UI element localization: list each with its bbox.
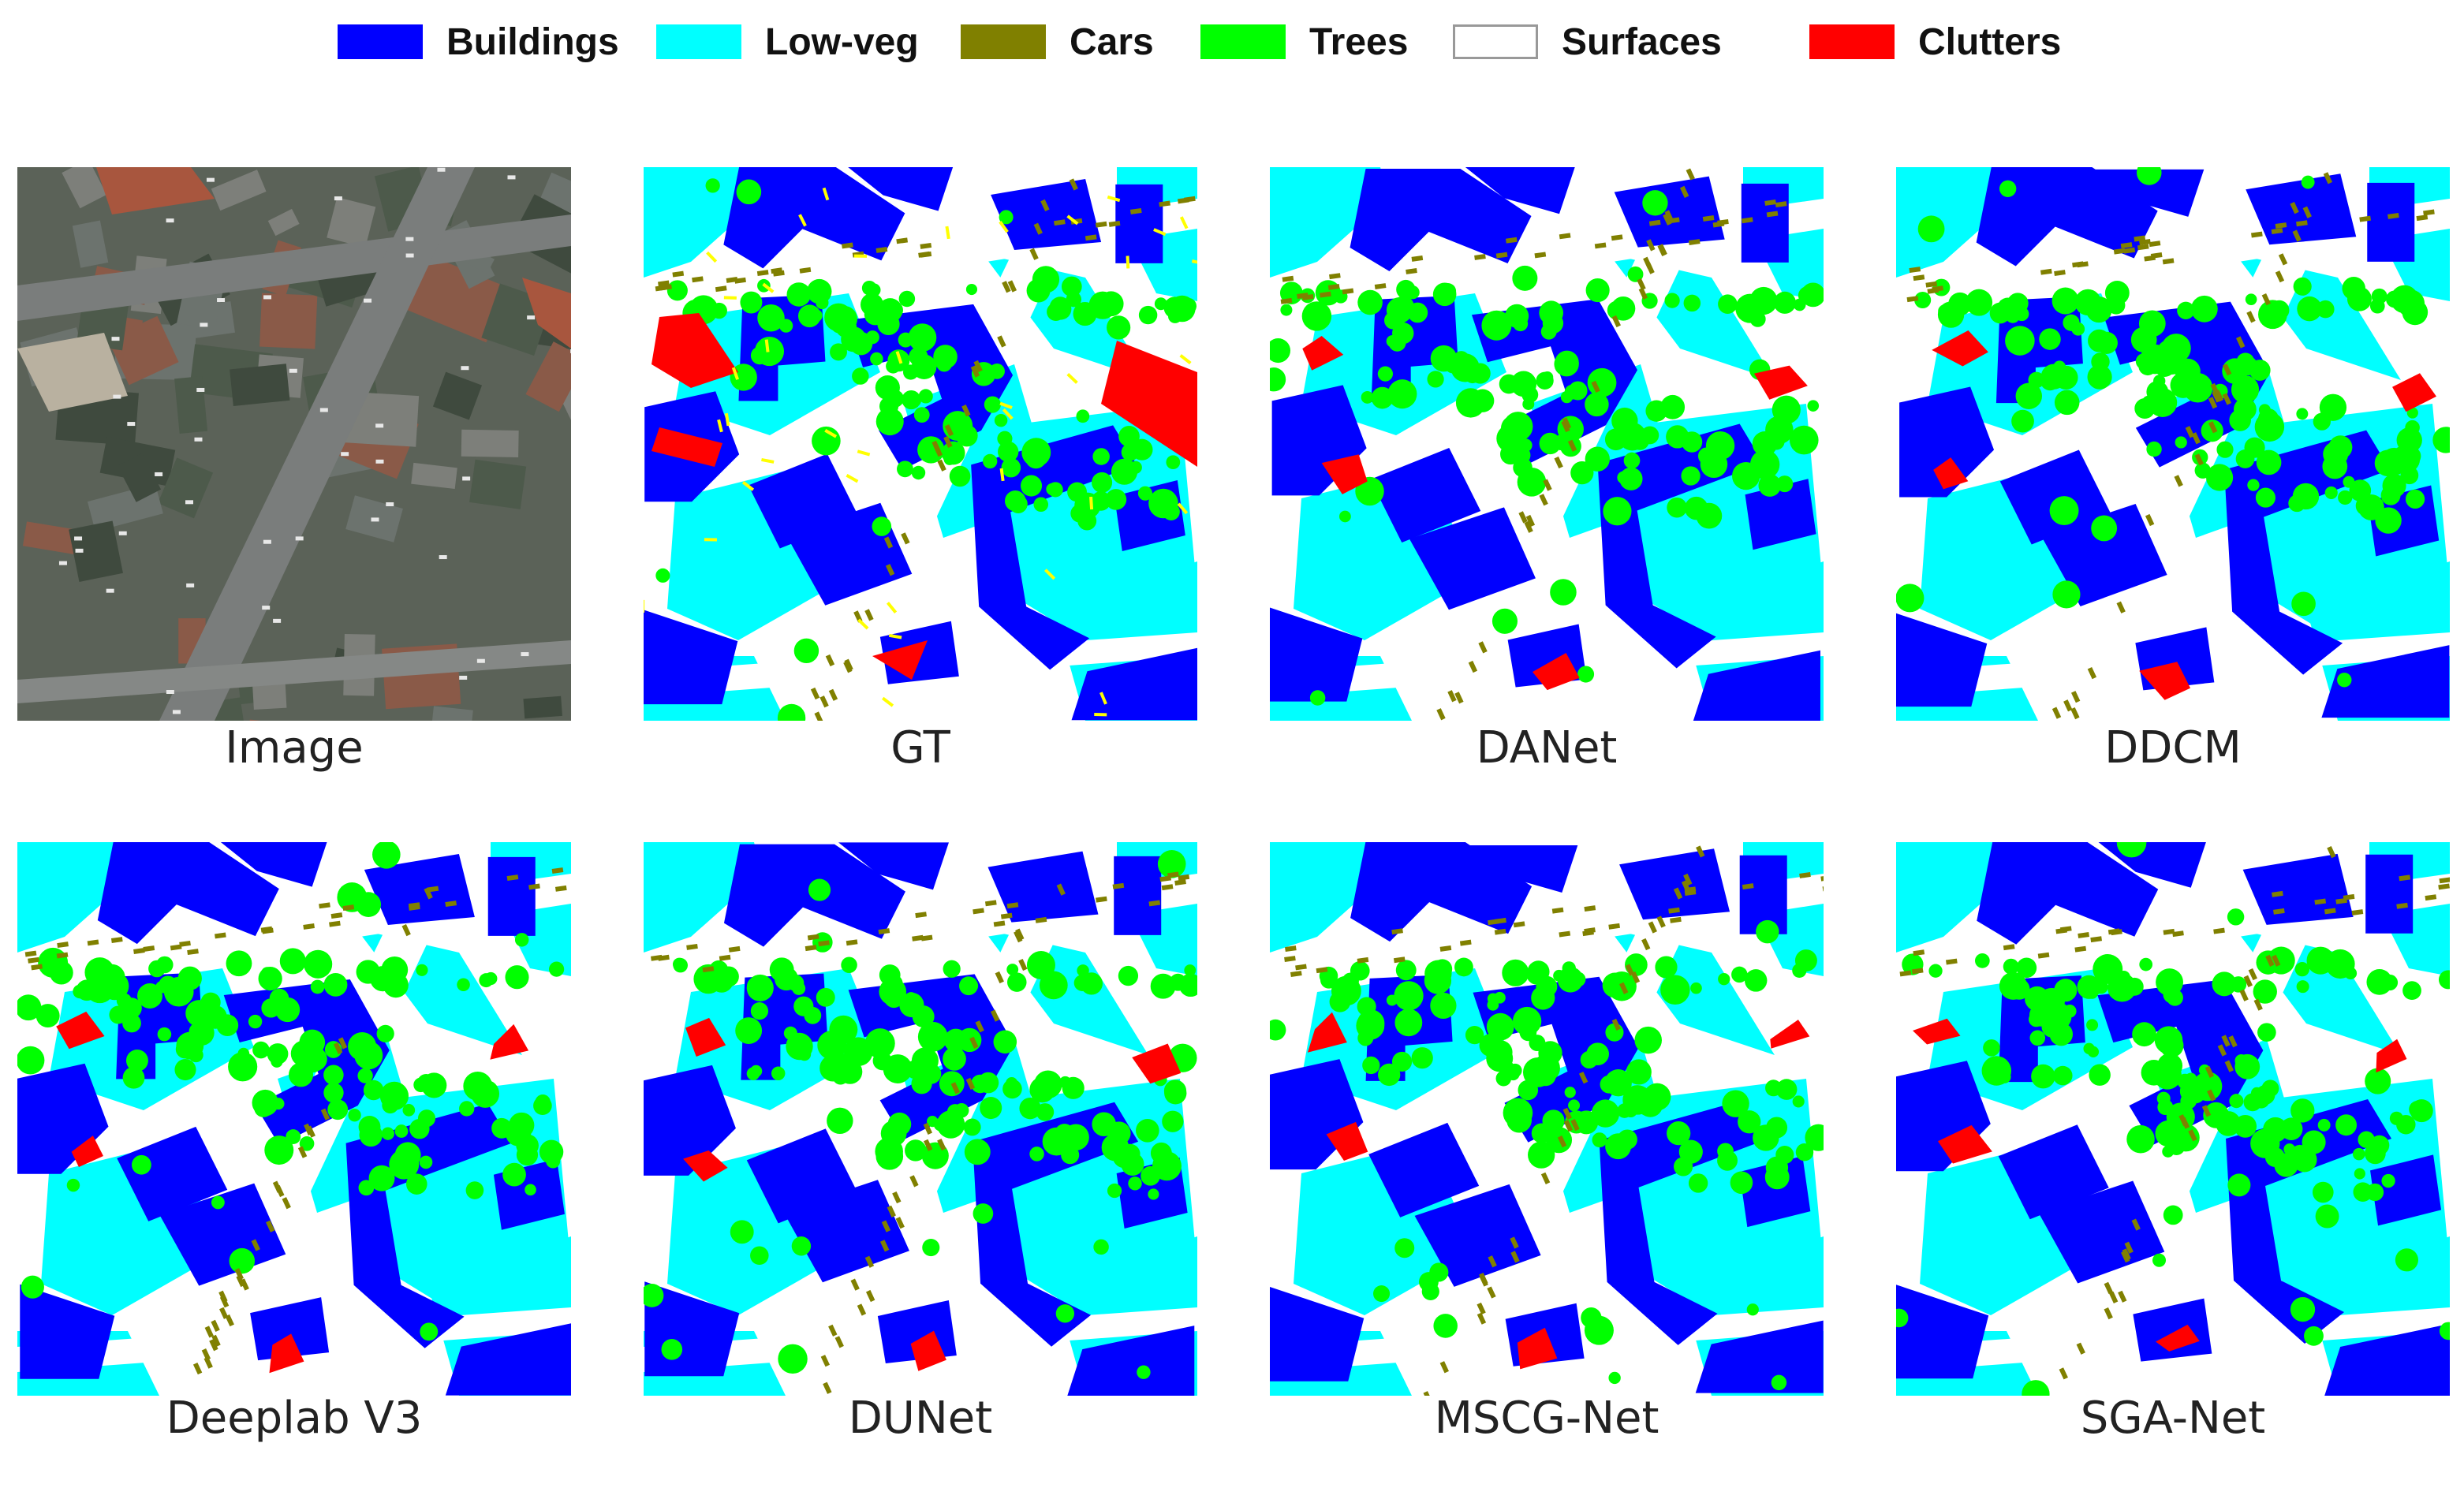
legend-label: Low-veg (765, 21, 919, 63)
segmentation-map (17, 842, 571, 1396)
panel-caption: DUNet (848, 1393, 993, 1444)
legend-item-clutters: Clutters (1809, 14, 2061, 69)
legend-swatch (656, 24, 741, 59)
segmentation-panel (17, 842, 571, 1396)
legend-label: Surfaces (1562, 21, 1722, 63)
legend-item-buildings: Buildings (338, 14, 619, 69)
legend-label: Clutters (1918, 21, 2062, 63)
legend-swatch (1809, 24, 1895, 59)
segmentation-panel (1270, 842, 1824, 1396)
legend-item-low-veg: Low-veg (656, 14, 919, 69)
segmentation-panel (644, 167, 1197, 721)
segmentation-map (644, 167, 1197, 721)
aerial-image-panel (17, 167, 571, 721)
panel-caption: SGA-Net (2080, 1393, 2266, 1444)
legend-swatch (1453, 24, 1538, 59)
panel-caption: Deeplab V3 (166, 1393, 423, 1444)
aerial-photo (17, 167, 571, 721)
panel-caption: DDCM (2104, 722, 2242, 774)
panel-caption: DANet (1476, 722, 1618, 774)
legend: Buildings Low-veg Cars Trees Surfaces Cl… (0, 0, 2464, 87)
panel-caption: MSCG-Net (1434, 1393, 1659, 1444)
segmentation-panel (644, 842, 1197, 1396)
panel-caption: GT (890, 722, 950, 774)
legend-item-cars: Cars (961, 14, 1154, 69)
legend-item-surfaces: Surfaces (1453, 14, 1722, 69)
legend-item-trees: Trees (1200, 14, 1408, 69)
legend-swatch (338, 24, 423, 59)
segmentation-panel (1896, 167, 2450, 721)
panel-caption: Image (225, 722, 364, 774)
segmentation-map (1896, 842, 2450, 1396)
segmentation-panel (1270, 167, 1824, 721)
legend-swatch (1200, 24, 1286, 59)
segmentation-panel (1896, 842, 2450, 1396)
legend-label: Trees (1309, 21, 1409, 63)
segmentation-map (1270, 167, 1824, 721)
legend-label: Buildings (446, 21, 619, 63)
segmentation-map (1270, 842, 1824, 1396)
segmentation-map (644, 842, 1197, 1396)
legend-swatch (961, 24, 1046, 59)
legend-label: Cars (1070, 21, 1154, 63)
segmentation-map (1896, 167, 2450, 721)
